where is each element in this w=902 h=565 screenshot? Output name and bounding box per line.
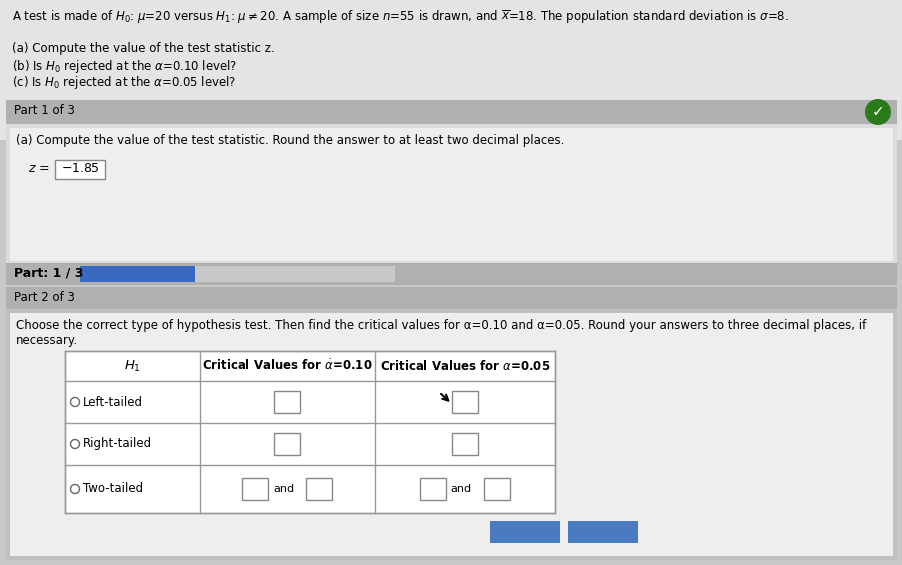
Bar (243, 478, 268, 500)
Circle shape (70, 440, 79, 449)
Text: Right-tailed: Right-tailed (83, 437, 152, 450)
Bar (55, 160, 105, 179)
Bar (80, 266, 195, 282)
Bar (6, 100, 896, 124)
Circle shape (70, 398, 79, 406)
Bar (490, 521, 559, 543)
Bar (274, 391, 300, 413)
Text: ✓: ✓ (870, 105, 883, 120)
Text: (a) Compute the value of the test statistic. Round the answer to at least two de: (a) Compute the value of the test statis… (16, 134, 564, 147)
Bar (483, 478, 510, 500)
Text: (b) Is $H_0$ rejected at the $\alpha$=0.10 level?: (b) Is $H_0$ rejected at the $\alpha$=0.… (12, 58, 237, 75)
Text: (c) Is $H_0$ rejected at the $\alpha$=0.05 level?: (c) Is $H_0$ rejected at the $\alpha$=0.… (12, 74, 236, 91)
Bar (65, 351, 555, 513)
Text: Two-tailed: Two-tailed (83, 483, 143, 496)
Bar (10, 313, 892, 556)
Text: necessary.: necessary. (16, 334, 78, 347)
Bar (419, 478, 446, 500)
Bar (6, 100, 896, 265)
Text: Left-tailed: Left-tailed (83, 396, 143, 408)
Text: Critical Values for $\alpha$=0.05: Critical Values for $\alpha$=0.05 (380, 359, 549, 373)
Bar (274, 433, 300, 455)
Text: $z$ =: $z$ = (28, 162, 50, 175)
Text: $-$1.85: $-$1.85 (60, 162, 99, 175)
Text: Critical Values for $\dot{\alpha}$=0.10: Critical Values for $\dot{\alpha}$=0.10 (202, 359, 373, 373)
Text: Part 2 of 3: Part 2 of 3 (14, 291, 75, 304)
Bar (6, 287, 896, 560)
Circle shape (70, 485, 79, 493)
Text: and: and (450, 484, 471, 494)
Text: (a) Compute the value of the test statistic z.: (a) Compute the value of the test statis… (12, 42, 274, 55)
Text: $H_1$: $H_1$ (124, 358, 141, 373)
Text: A test is made of $H_0$: $\mu$=20 versus $H_1$: $\mu\neq$20. A sample of size $n: A test is made of $H_0$: $\mu$=20 versus… (12, 8, 788, 25)
Bar (195, 266, 394, 282)
Bar (6, 263, 896, 285)
Bar (567, 521, 638, 543)
Text: Part: 1 / 3: Part: 1 / 3 (14, 267, 83, 280)
Bar (6, 287, 896, 309)
Bar (452, 433, 477, 455)
Text: and: and (272, 484, 294, 494)
Bar (0, 0, 902, 140)
Bar (452, 391, 477, 413)
Bar (6, 124, 896, 265)
Circle shape (864, 99, 890, 125)
Bar (306, 478, 332, 500)
Bar (10, 128, 892, 261)
Text: Part 1 of 3: Part 1 of 3 (14, 104, 75, 117)
Text: Choose the correct type of hypothesis test. Then find the critical values for α=: Choose the correct type of hypothesis te… (16, 319, 865, 332)
